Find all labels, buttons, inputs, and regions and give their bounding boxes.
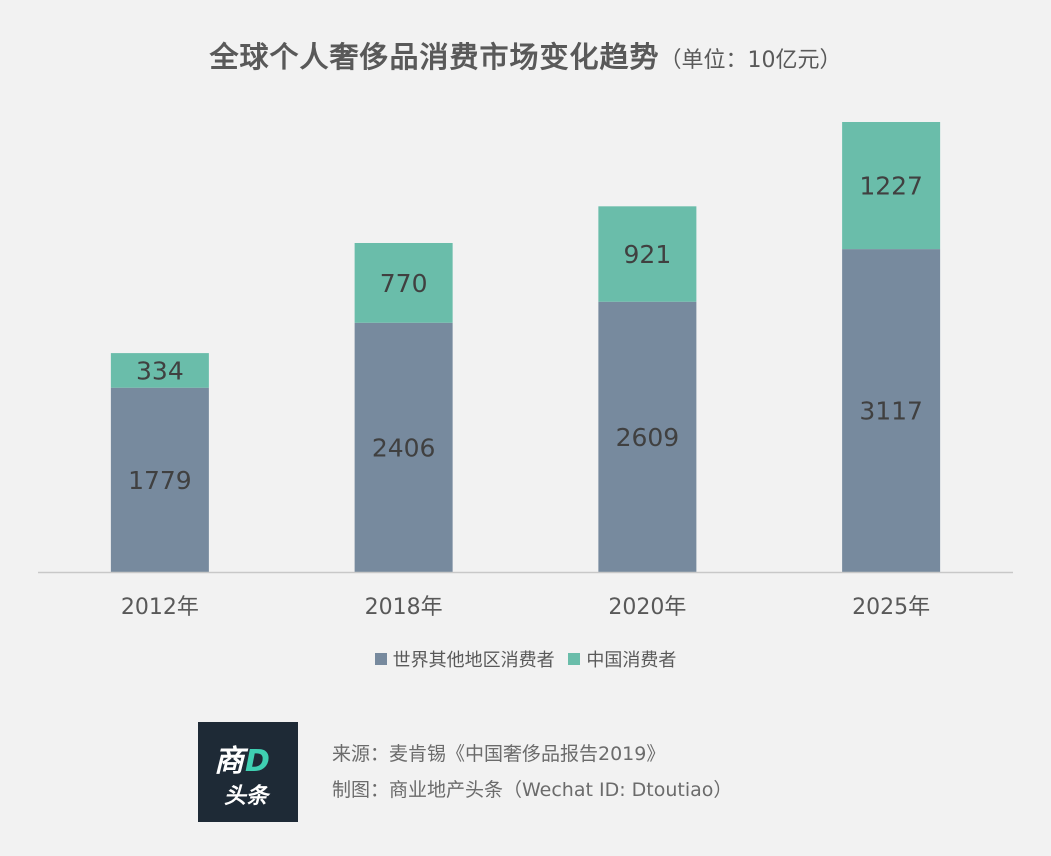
data-label-china-3: 1227 [859,172,923,201]
data-label-rest-of-world-0: 1779 [128,466,192,495]
legend-swatch-china [568,653,581,665]
chart-title-main: 全球个人奢侈品消费市场变化趋势 [209,40,660,74]
bar-rest-of-world-3 [842,249,941,572]
credit-line: 制图：商业地产头条（Wechat ID: Dtoutiao） [332,779,733,801]
data-label-china-0: 334 [136,356,184,385]
brand-logo: 商D 头条 [198,722,298,822]
bar-china-3 [842,122,941,250]
logo-line-2: 头条 [224,784,269,809]
data-label-rest-of-world-2: 2609 [616,423,680,452]
x-tick-label-3: 2025年 [852,595,930,620]
stacked-bar-chart: 1779 334 2012年 2406 770 2018年 2609 921 2020年 3117… [38,122,1013,620]
bar-china-0 [110,353,209,388]
chart-title-unit: （单位：10亿元） [659,48,842,73]
bar-rest-of-world-2 [598,301,697,572]
chart-title: 全球个人奢侈品消费市场变化趋势（单位：10亿元） [0,34,1051,76]
data-label-china-1: 770 [380,269,428,298]
legend-label-china: 中国消费者 [586,650,677,671]
logo-char-shang: 商 [214,744,245,779]
data-label-rest-of-world-3: 3117 [859,397,923,426]
logo-line-1: 商D [214,736,271,780]
x-tick-label-0: 2012年 [121,595,199,620]
legend-item-rest-of-world: 世界其他地区消费者 [374,646,555,672]
legend-label-rest-of-world: 世界其他地区消费者 [392,650,555,671]
x-tick-label-2: 2020年 [608,595,686,620]
bar-rest-of-world-1 [354,322,453,572]
x-tick-label-1: 2018年 [365,595,443,620]
legend-swatch-rest-of-world [374,653,387,665]
chart-legend: 世界其他地区消费者 中国消费者 [0,646,1051,672]
bar-china-2 [598,206,697,302]
data-label-china-2: 921 [624,240,672,269]
bar-rest-of-world-0 [110,387,209,572]
source-line: 来源：麦肯锡《中国奢侈品报告2019》 [332,743,666,765]
data-label-rest-of-world-1: 2406 [372,433,436,462]
bar-china-1 [354,242,453,323]
logo-char-d: D [245,744,271,779]
legend-item-china: 中国消费者 [568,646,676,672]
source-note: 来源：麦肯锡《中国奢侈品报告2019》 制图：商业地产头条（Wechat ID:… [332,736,732,808]
